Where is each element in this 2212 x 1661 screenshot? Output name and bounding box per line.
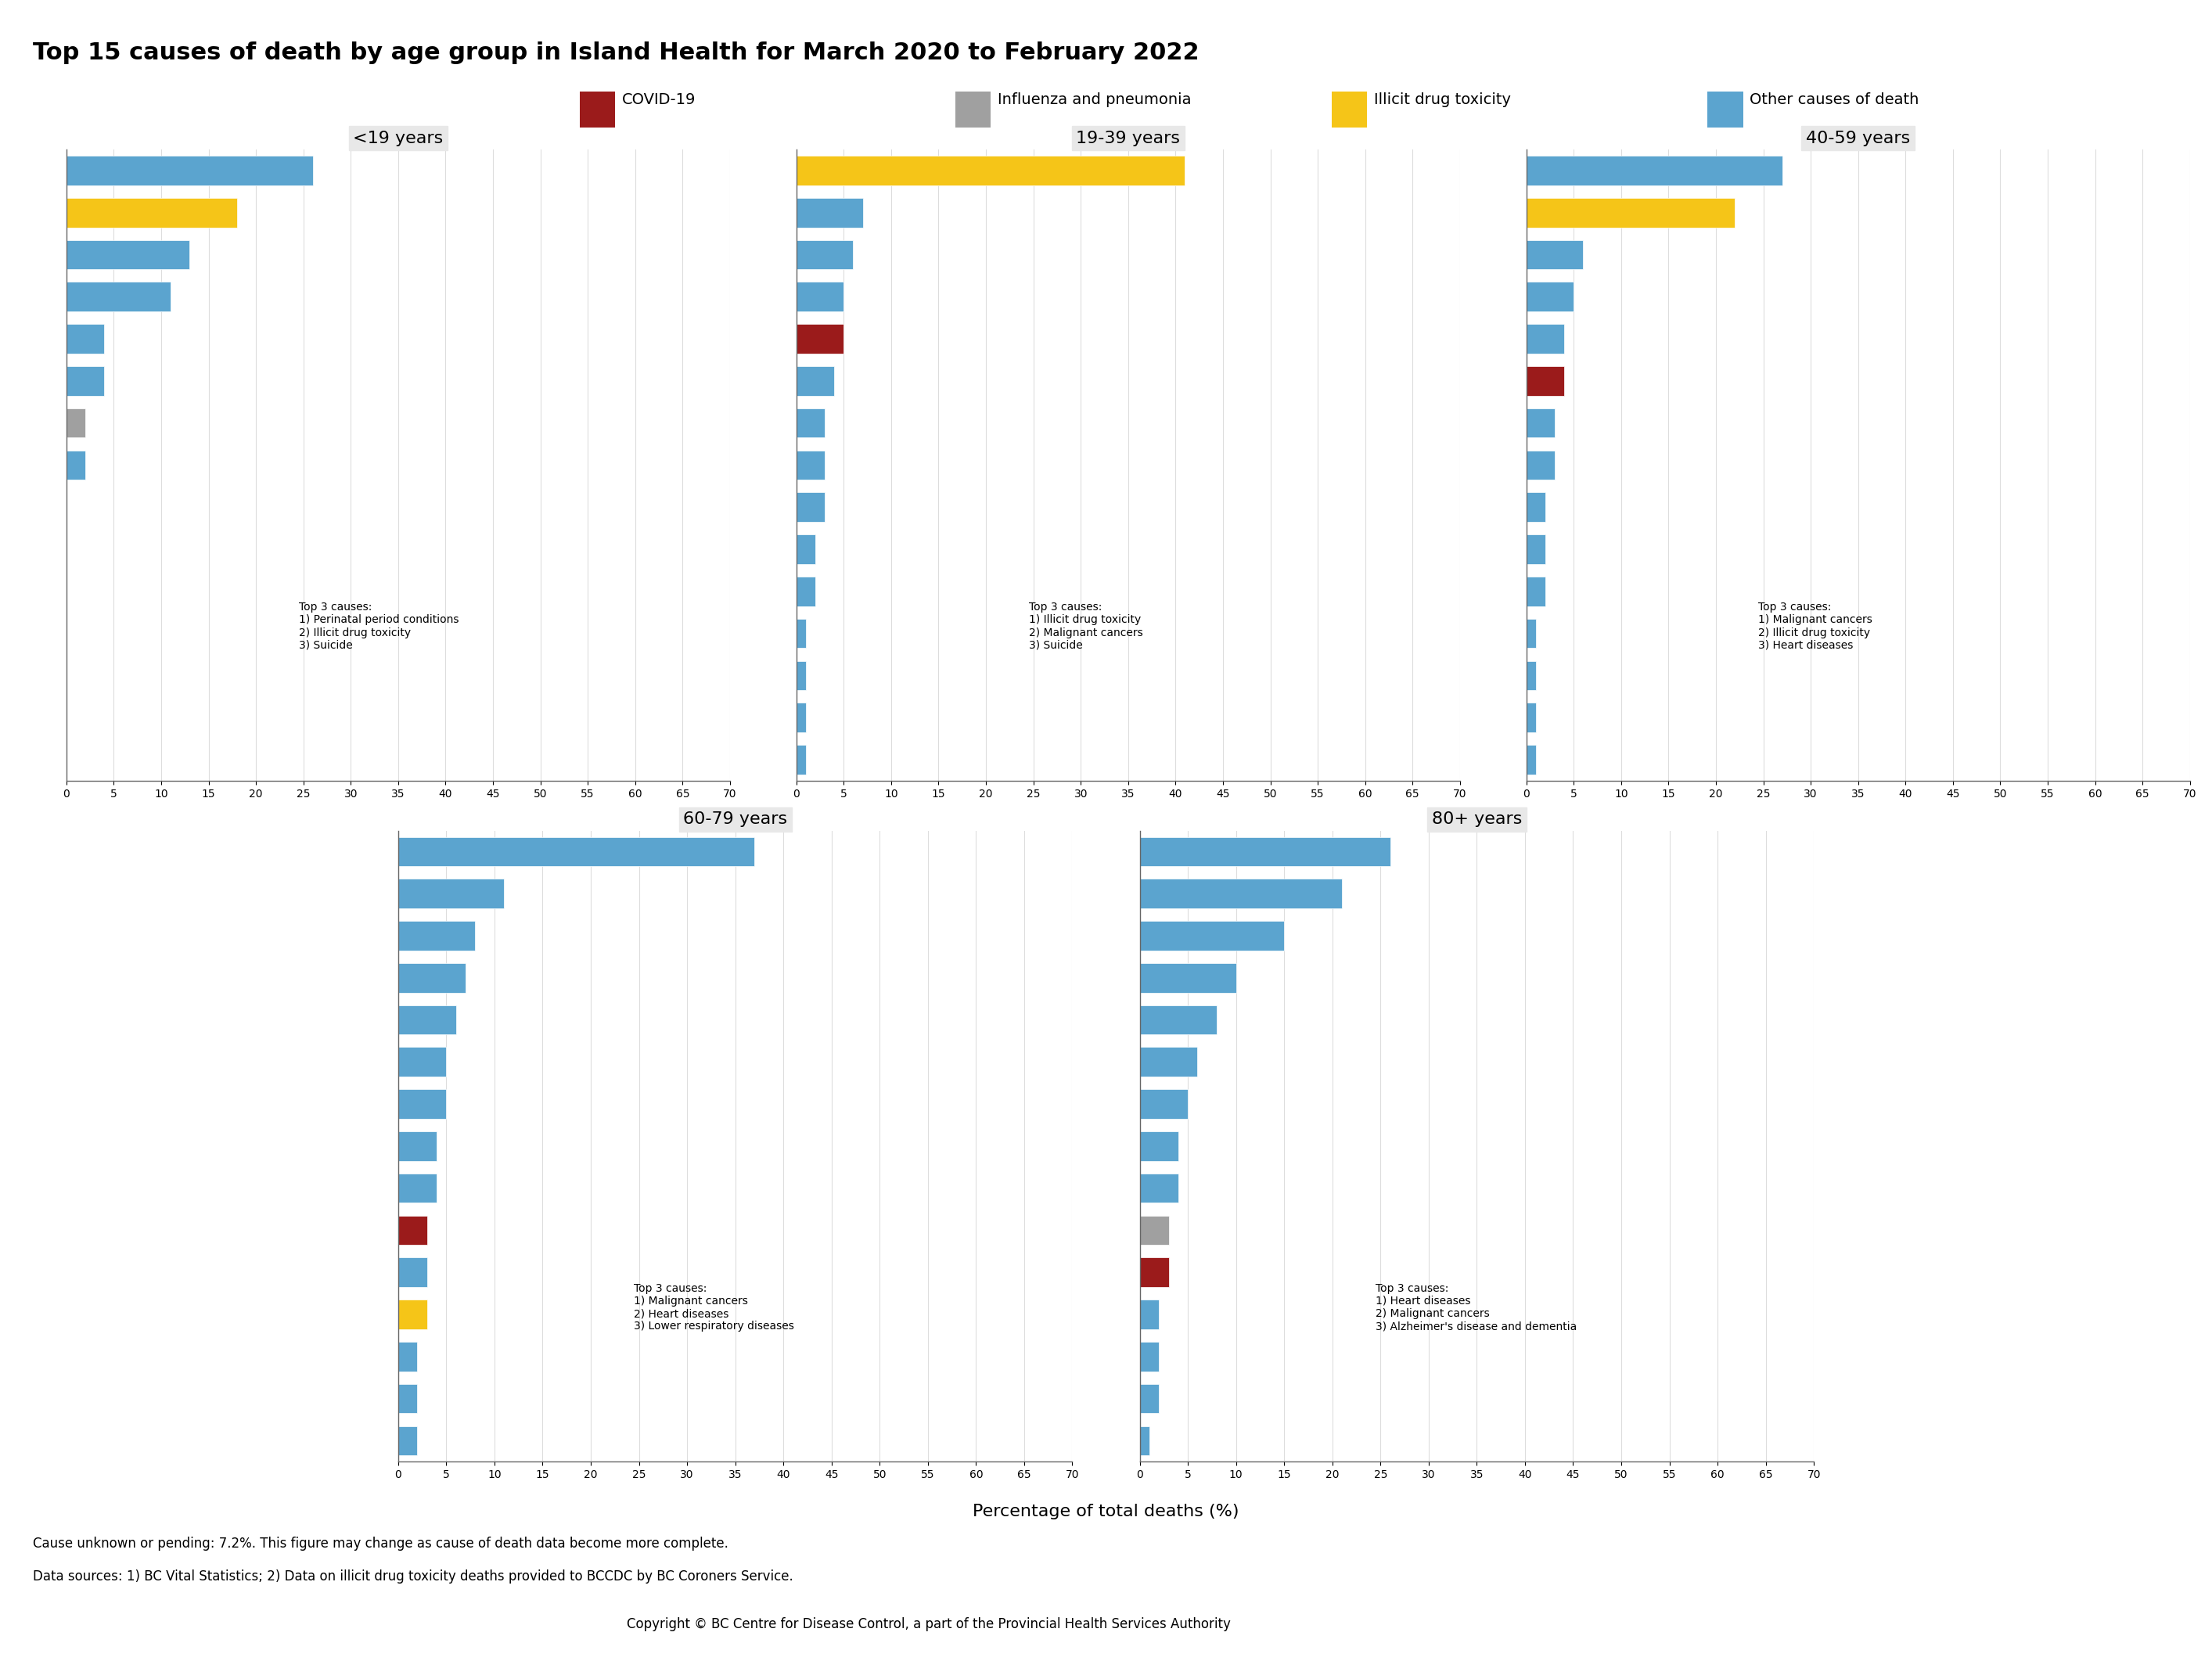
Bar bbox=[796, 365, 834, 395]
Text: Influenza and pneumonia: Influenza and pneumonia bbox=[998, 93, 1192, 106]
Bar bbox=[1139, 1425, 1150, 1455]
Bar bbox=[66, 450, 86, 480]
Title: 60-79 years: 60-79 years bbox=[684, 812, 787, 827]
Text: Copyright © BC Centre for Disease Control, a part of the Provincial Health Servi: Copyright © BC Centre for Disease Contro… bbox=[626, 1618, 1232, 1631]
Bar bbox=[1526, 492, 1546, 522]
Text: Top 3 causes:
1) Illicit drug toxicity
2) Malignant cancers
3) Suicide: Top 3 causes: 1) Illicit drug toxicity 2… bbox=[1029, 601, 1144, 651]
Bar bbox=[1139, 920, 1285, 950]
Bar bbox=[66, 365, 104, 395]
Bar bbox=[1526, 239, 1584, 269]
Bar bbox=[398, 963, 465, 993]
Bar bbox=[1526, 744, 1535, 774]
Bar bbox=[398, 920, 476, 950]
Text: Top 3 causes:
1) Malignant cancers
2) Heart diseases
3) Lower respiratory diseas: Top 3 causes: 1) Malignant cancers 2) He… bbox=[635, 1282, 794, 1332]
Bar bbox=[1526, 198, 1734, 228]
Bar bbox=[796, 409, 825, 439]
Bar bbox=[1526, 282, 1573, 312]
Bar bbox=[1139, 1384, 1159, 1414]
Bar bbox=[398, 1131, 436, 1161]
Text: Cause unknown or pending: 7.2%. This figure may change as cause of death data be: Cause unknown or pending: 7.2%. This fig… bbox=[33, 1536, 728, 1550]
Bar bbox=[1526, 409, 1555, 439]
Bar bbox=[398, 1299, 427, 1329]
Text: Top 3 causes:
1) Perinatal period conditions
2) Illicit drug toxicity
3) Suicide: Top 3 causes: 1) Perinatal period condit… bbox=[299, 601, 458, 651]
Bar bbox=[796, 450, 825, 480]
Bar bbox=[398, 1342, 418, 1372]
Bar bbox=[1526, 365, 1564, 395]
Text: Other causes of death: Other causes of death bbox=[1750, 93, 1920, 106]
Bar bbox=[1139, 1090, 1188, 1120]
Bar bbox=[1139, 1342, 1159, 1372]
Bar bbox=[1139, 1005, 1217, 1035]
Bar bbox=[66, 198, 237, 228]
Bar bbox=[1526, 661, 1535, 691]
Bar bbox=[66, 156, 312, 186]
Text: Top 3 causes:
1) Malignant cancers
2) Illicit drug toxicity
3) Heart diseases: Top 3 causes: 1) Malignant cancers 2) Il… bbox=[1759, 601, 1874, 651]
Bar bbox=[1139, 1216, 1168, 1246]
Bar bbox=[66, 239, 190, 269]
Bar bbox=[796, 535, 816, 565]
Bar bbox=[66, 324, 104, 354]
Bar bbox=[398, 1173, 436, 1203]
Bar bbox=[398, 1257, 427, 1287]
Bar bbox=[1139, 879, 1343, 909]
Bar bbox=[398, 1046, 447, 1076]
Text: Top 3 causes:
1) Heart diseases
2) Malignant cancers
3) Alzheimer's disease and : Top 3 causes: 1) Heart diseases 2) Malig… bbox=[1376, 1282, 1577, 1332]
Bar bbox=[1526, 703, 1535, 733]
Text: COVID-19: COVID-19 bbox=[622, 93, 695, 106]
Bar bbox=[66, 282, 170, 312]
Bar bbox=[66, 409, 86, 439]
Title: 80+ years: 80+ years bbox=[1431, 812, 1522, 827]
Bar bbox=[398, 879, 504, 909]
Bar bbox=[796, 576, 816, 606]
Bar bbox=[398, 1216, 427, 1246]
Bar bbox=[398, 1425, 418, 1455]
Bar bbox=[796, 744, 805, 774]
Text: Percentage of total deaths (%): Percentage of total deaths (%) bbox=[973, 1503, 1239, 1520]
Bar bbox=[1526, 156, 1783, 186]
Bar bbox=[398, 1005, 456, 1035]
Bar bbox=[1526, 535, 1546, 565]
Bar bbox=[1139, 963, 1237, 993]
Text: Top 15 causes of death by age group in Island Health for March 2020 to February : Top 15 causes of death by age group in I… bbox=[33, 42, 1199, 65]
Bar bbox=[398, 837, 754, 867]
Text: Illicit drug toxicity: Illicit drug toxicity bbox=[1374, 93, 1511, 106]
Bar bbox=[1139, 837, 1389, 867]
Bar bbox=[1139, 1257, 1168, 1287]
Bar bbox=[796, 492, 825, 522]
Title: 19-39 years: 19-39 years bbox=[1075, 131, 1181, 146]
Bar bbox=[1139, 1173, 1179, 1203]
Bar bbox=[1139, 1131, 1179, 1161]
Bar bbox=[1526, 618, 1535, 648]
Bar bbox=[796, 239, 854, 269]
Bar bbox=[796, 282, 843, 312]
Bar bbox=[796, 661, 805, 691]
Bar bbox=[796, 618, 805, 648]
Bar bbox=[796, 703, 805, 733]
Bar bbox=[1526, 450, 1555, 480]
Title: <19 years: <19 years bbox=[354, 131, 442, 146]
Text: Data sources: 1) BC Vital Statistics; 2) Data on illicit drug toxicity deaths pr: Data sources: 1) BC Vital Statistics; 2)… bbox=[33, 1570, 794, 1583]
Bar bbox=[398, 1090, 447, 1120]
Bar bbox=[1526, 576, 1546, 606]
Bar bbox=[1139, 1046, 1197, 1076]
Bar bbox=[1139, 1299, 1159, 1329]
Title: 40-59 years: 40-59 years bbox=[1805, 131, 1911, 146]
Bar bbox=[398, 1384, 418, 1414]
Bar bbox=[796, 198, 863, 228]
Bar bbox=[796, 324, 843, 354]
Bar bbox=[1526, 324, 1564, 354]
Bar bbox=[796, 156, 1186, 186]
